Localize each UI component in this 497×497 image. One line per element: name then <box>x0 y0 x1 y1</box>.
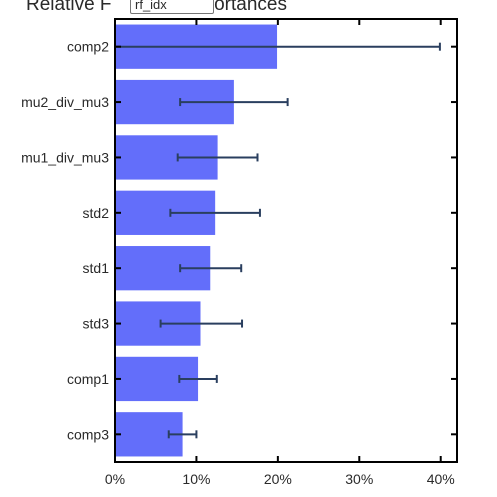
y-tick-label: std2 <box>83 205 110 221</box>
y-tick-label: comp2 <box>67 39 109 55</box>
error-bar-comp1 <box>178 374 218 383</box>
chart-title-left: Relative F <box>26 0 112 15</box>
y-tick-label: comp3 <box>67 426 109 442</box>
model-select-value: rf_idx <box>135 0 167 12</box>
error-bar-mu1_div_mu3 <box>176 153 259 162</box>
error-bar-std1 <box>179 264 243 273</box>
y-tick-label: comp1 <box>67 371 109 387</box>
ticks-layer <box>114 19 457 462</box>
error-bar-mu2_div_mu3 <box>179 98 289 107</box>
x-tick-label: 0% <box>105 471 125 487</box>
error-bar-std3 <box>159 319 244 328</box>
y-tick-label: mu1_div_mu3 <box>21 149 109 165</box>
error-bar-std2 <box>169 208 261 217</box>
x-tick-label: 40% <box>427 471 455 487</box>
plot-frame <box>114 18 458 463</box>
y-tick-label: std3 <box>83 316 110 332</box>
model-select-dropdown[interactable]: rf_idx <box>130 0 214 14</box>
error-bar-comp3 <box>167 430 198 439</box>
y-tick-label: std1 <box>83 260 110 276</box>
bars-layer <box>115 24 278 457</box>
x-tick-label: 20% <box>264 471 292 487</box>
x-tick-label: 30% <box>345 471 373 487</box>
y-tick-label: mu2_div_mu3 <box>21 94 109 110</box>
error-bars-layer <box>114 42 441 439</box>
chart-title: Relative F portances <box>26 0 287 16</box>
x-tick-label: 10% <box>182 471 210 487</box>
labels-layer: comp2 mu2_div_mu3 mu1_div_mu3 std2 std1 std3 c… <box>21 39 455 487</box>
chart-title-right: portances <box>203 0 287 15</box>
